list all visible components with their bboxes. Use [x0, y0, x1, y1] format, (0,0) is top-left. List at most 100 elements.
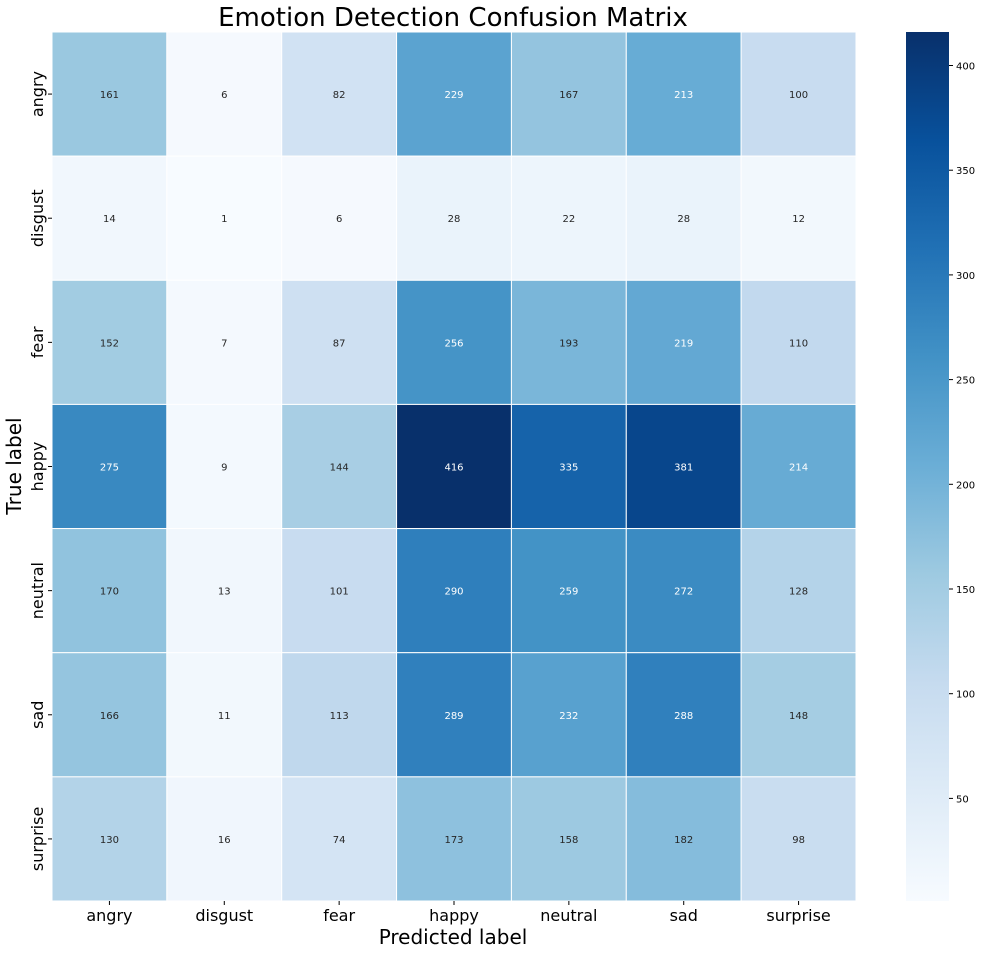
heatmap-cell	[166, 652, 283, 778]
heatmap-cell	[740, 155, 857, 281]
heatmap-cell	[510, 776, 627, 902]
cell-value-label: 170	[100, 587, 119, 598]
cell-value-label: 288	[674, 711, 693, 722]
cell-value-label: 256	[444, 338, 463, 349]
y-tick-label: sad	[28, 701, 47, 729]
colorbar-tick-label: 50	[956, 794, 969, 805]
heatmap-cell	[740, 403, 857, 530]
cell-value-label: 9	[221, 463, 227, 474]
cell-value-label: 11	[218, 711, 231, 722]
cell-value-label: 101	[330, 587, 349, 598]
y-tick-label: fear	[28, 326, 47, 358]
cell-value-label: 193	[559, 338, 578, 349]
cell-value-label: 161	[100, 90, 119, 101]
colorbar-tick-label: 250	[956, 376, 975, 387]
cell-value-label: 148	[789, 711, 808, 722]
heatmap-cell	[510, 155, 627, 281]
heatmap-cell	[166, 279, 283, 405]
heatmap-cell	[740, 528, 857, 654]
cell-value-label: 28	[448, 214, 461, 225]
cell-value-label: 381	[674, 463, 693, 474]
cell-value-label: 28	[677, 214, 690, 225]
cell-value-label: 22	[562, 214, 575, 225]
heatmap-cell	[396, 403, 512, 530]
cell-value-label: 98	[792, 835, 805, 846]
cell-value-label: 74	[333, 835, 346, 846]
colorbar-tick-label: 300	[956, 271, 975, 282]
colorbar-ticks: 50 100 150 200 250 300 350 400	[949, 62, 975, 805]
cell-value-label: 219	[674, 338, 693, 349]
heatmap-cell	[510, 279, 627, 405]
heatmap-cell	[166, 403, 283, 530]
cell-value-label: 14	[103, 214, 116, 225]
heatmap-cell	[625, 776, 742, 902]
cell-value-label: 12	[792, 214, 805, 225]
y-tick-label: surprise	[28, 807, 47, 871]
cell-value-label: 6	[221, 90, 227, 101]
colorbar-tick-label: 100	[956, 690, 975, 701]
cell-value-label: 166	[100, 711, 119, 722]
y-axis-ticks: angry disgust fear happy neutral sad surprise	[28, 71, 52, 871]
y-tick-label: disgust	[28, 189, 47, 247]
heatmap-cell	[510, 652, 627, 778]
cell-value-label: 335	[559, 463, 578, 474]
heatmap-cell	[396, 652, 512, 778]
cell-value-label: 87	[333, 338, 346, 349]
cell-value-label: 167	[559, 90, 578, 101]
cell-value-label: 272	[674, 587, 693, 598]
cell-value-label: 82	[333, 90, 346, 101]
heatmap-cell	[740, 279, 857, 405]
cell-value-label: 110	[789, 338, 808, 349]
cell-value-label: 7	[221, 338, 227, 349]
cell-value-label: 128	[789, 587, 808, 598]
cell-value-label: 158	[559, 835, 578, 846]
cell-value-label: 259	[559, 587, 578, 598]
cell-value-label: 232	[559, 711, 578, 722]
cell-value-label: 130	[100, 835, 119, 846]
heatmap-cell	[166, 31, 283, 157]
cell-value-label: 416	[444, 463, 463, 474]
cell-value-label: 275	[100, 463, 119, 474]
heatmap-cell	[281, 776, 398, 902]
heatmap-cell	[51, 155, 168, 281]
y-tick-label: angry	[28, 71, 47, 117]
cell-value-label: 290	[444, 587, 463, 598]
heatmap-cell	[281, 279, 398, 405]
heatmap-cell	[281, 528, 398, 654]
cell-value-label: 289	[444, 711, 463, 722]
heatmap-cell	[51, 528, 168, 654]
cell-value-label: 173	[444, 835, 463, 846]
x-tick-label: disgust	[195, 906, 253, 925]
cell-value-label: 100	[789, 90, 808, 101]
x-tick-label: fear	[323, 906, 355, 925]
cell-value-label: 16	[218, 835, 231, 846]
heatmap-cell	[51, 652, 168, 778]
y-axis-label: True label	[2, 417, 26, 515]
cell-value-label: 152	[100, 338, 119, 349]
y-tick-label: happy	[28, 442, 47, 492]
heatmap-cell	[396, 279, 512, 405]
heatmap-cell	[51, 279, 168, 405]
heatmap-cell	[625, 155, 742, 281]
x-axis-ticks: angry disgust fear happy neutral sad surprise	[86, 901, 831, 925]
colorbar-tick-label: 150	[956, 585, 975, 596]
heatmap-cell	[625, 279, 742, 405]
colorbar-tick-label: 200	[956, 480, 975, 491]
heatmap-cells	[51, 31, 857, 902]
chart-title: Emotion Detection Confusion Matrix	[218, 3, 688, 33]
cell-value-label: 144	[330, 463, 349, 474]
cell-value-label: 113	[330, 711, 349, 722]
heatmap-cell	[510, 31, 627, 157]
x-tick-label: angry	[86, 906, 132, 925]
cell-value-label: 229	[444, 90, 463, 101]
heatmap-cell	[396, 776, 512, 902]
cell-value-label: 6	[336, 214, 342, 225]
cell-value-label: 1	[221, 214, 227, 225]
cell-value-label: 214	[789, 463, 808, 474]
x-tick-label: neutral	[540, 906, 597, 925]
cell-value-label: 213	[674, 90, 693, 101]
heatmap-cell	[396, 31, 512, 157]
heatmap-cell	[740, 776, 857, 902]
heatmap-cell	[51, 776, 168, 902]
